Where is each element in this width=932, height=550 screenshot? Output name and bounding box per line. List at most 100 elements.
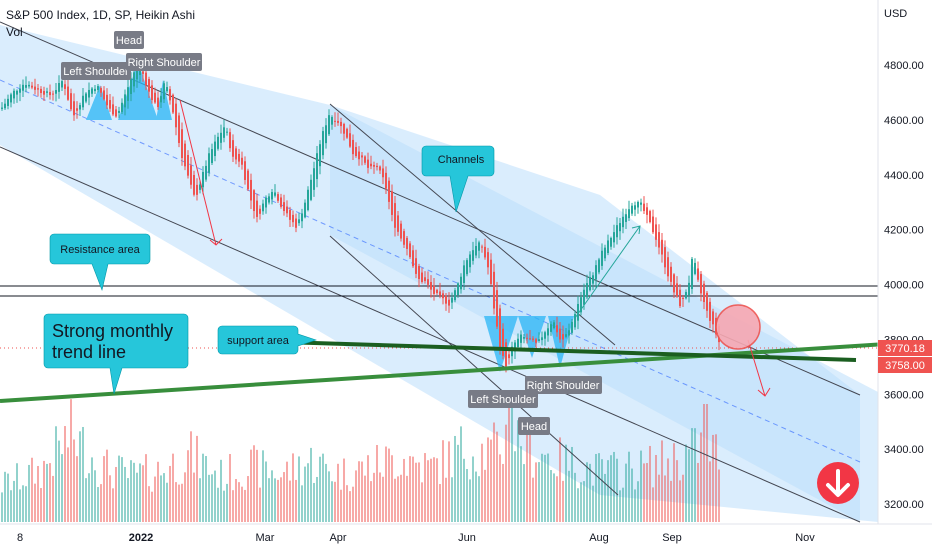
candle-body (493, 271, 495, 309)
volume-bar (613, 451, 615, 522)
candle-body (52, 93, 54, 95)
candle-body (661, 239, 663, 255)
candle-body (322, 131, 324, 156)
volume-bar (187, 450, 189, 522)
volume-bar (478, 476, 480, 522)
candle-body (478, 242, 480, 251)
candle-body (94, 88, 96, 92)
volume-bar (556, 476, 558, 522)
volume-bar (175, 482, 177, 522)
candle-body (406, 237, 408, 249)
support-area-callout[interactable]: support area (217, 325, 317, 355)
support-area-line (217, 338, 857, 362)
candle-body (289, 209, 291, 220)
candle-body (418, 266, 420, 280)
volume-bar (550, 470, 552, 522)
volume-bar (394, 478, 396, 522)
channels-callout[interactable]: Channels (421, 145, 495, 213)
monthly-trend-callout[interactable]: Strong monthly trend line (43, 313, 189, 395)
volume-bar (670, 480, 672, 522)
volume-bar (142, 465, 144, 522)
volume-bar (358, 461, 360, 522)
volume-bar (493, 422, 495, 522)
volume-bar (529, 427, 531, 522)
second-price-tag-box (878, 357, 932, 373)
volume-bar (481, 443, 483, 522)
candle-body (73, 101, 75, 116)
volume-bar (391, 455, 393, 522)
volume-bar (415, 462, 417, 522)
volume-bar (100, 484, 102, 522)
channel-fill-2 (330, 105, 860, 522)
volume-bar (592, 485, 594, 522)
candle-body (574, 313, 576, 328)
volume-bar (88, 473, 90, 522)
candle-body (1, 107, 3, 109)
candle-body (499, 308, 501, 350)
time-tick-label: Mar (256, 532, 275, 544)
volume-bar (316, 476, 318, 522)
candle-body (220, 132, 222, 143)
volume-bar (598, 453, 600, 522)
pattern-2-head-label: Head (521, 421, 547, 433)
candle-body (22, 84, 24, 91)
volume-bar (445, 477, 447, 522)
candle-body (571, 321, 573, 333)
candle-body (232, 140, 234, 157)
volume-bar (211, 474, 213, 522)
volume-bar (451, 477, 453, 522)
candle-body (394, 203, 396, 228)
volume-bar (604, 473, 606, 522)
candle-body (535, 339, 537, 343)
candle-body (235, 148, 237, 160)
volume-bar (340, 489, 342, 522)
volume-label: Vol (6, 25, 23, 39)
candle-body (508, 354, 510, 359)
candle-body (295, 218, 297, 228)
candle-body (160, 96, 162, 103)
candle-body (364, 156, 366, 163)
candle-body (706, 292, 708, 311)
volume-bar (376, 445, 378, 522)
candle-body (550, 324, 552, 332)
volume-bar (169, 465, 171, 522)
candle-body (664, 247, 666, 268)
candle-body (625, 214, 627, 222)
volume-bar (181, 483, 183, 522)
candle-body (451, 297, 453, 303)
volume-bar (37, 465, 39, 522)
candle-body (7, 98, 9, 106)
volume-bar (637, 481, 639, 522)
candle-body (280, 197, 282, 207)
candle-body (181, 129, 183, 159)
volume-bar (268, 478, 270, 522)
candle-body (82, 95, 84, 108)
volume-bar (628, 451, 630, 522)
volume-bar (694, 428, 696, 522)
volume-bar (580, 482, 582, 522)
resistance-area-callout[interactable]: Resistance area (49, 233, 151, 292)
volume-bar (619, 490, 621, 522)
volume-bar (178, 484, 180, 522)
volume-bar (289, 480, 291, 522)
candle-body (421, 272, 423, 282)
candle-body (307, 189, 309, 211)
price-scale-background (878, 0, 932, 524)
candle-body (136, 70, 138, 80)
volume-bar (160, 475, 162, 522)
candle-body (259, 208, 261, 214)
volume-bar (67, 447, 69, 522)
volume-bar (685, 444, 687, 522)
volume-bar (457, 444, 459, 522)
volume-bar (70, 399, 72, 522)
candle-body (520, 334, 522, 343)
volume-bar (256, 449, 258, 522)
candle-body (460, 276, 462, 290)
candle-body (46, 91, 48, 93)
pattern-1-left-shoulder-triangle (86, 85, 112, 120)
volume-bar (574, 472, 576, 522)
down-arrow-icon (826, 469, 850, 497)
candle-body (184, 143, 186, 167)
candle-body (547, 328, 549, 336)
